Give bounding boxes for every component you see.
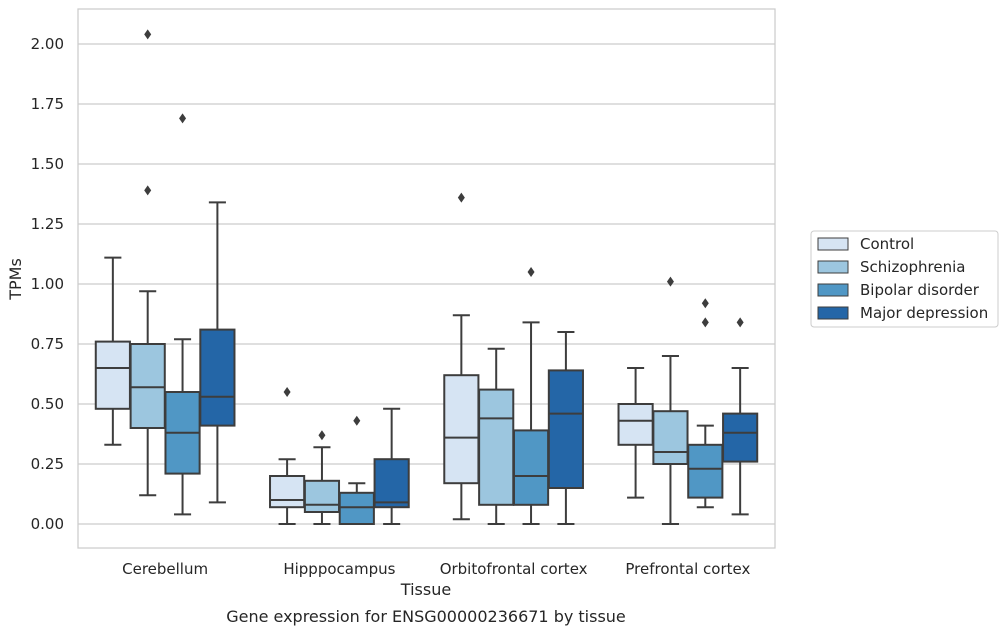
box-0-0: [94, 256, 131, 446]
box-1-3: [373, 407, 410, 525]
box-body: [652, 410, 689, 466]
outlier-point: [527, 267, 535, 277]
y-tick-label: 0.25: [31, 455, 64, 473]
box-1-0: [269, 387, 306, 525]
x-tick-label: Prefrontal cortex: [625, 560, 750, 578]
y-tick-label: 0.50: [31, 395, 64, 413]
box-0-3: [199, 201, 236, 504]
legend-label: Bipolar disorder: [860, 281, 980, 299]
legend-item: Control: [817, 235, 914, 253]
y-tick-label: 1.00: [31, 275, 64, 293]
outlier-point: [318, 430, 326, 441]
y-tick-label: 0.00: [31, 515, 64, 533]
legend-item: Bipolar disorder: [817, 281, 980, 299]
box-2-0: [443, 192, 480, 521]
x-tick-labels: Cerebellum Hipppocampus Orbitofrontal cort…: [122, 560, 750, 578]
chart-title: Gene expression for ENSG00000236671 by t…: [226, 607, 626, 626]
x-tick-label: Orbitofrontal cortex: [440, 560, 588, 578]
legend: Control Schizophrenia Bipolar disorder Majo…: [810, 230, 999, 328]
y-tick-label: 0.75: [31, 335, 64, 353]
box-3-1: [652, 276, 689, 525]
legend-item: Schizophrenia: [817, 258, 965, 276]
x-tick-label: Cerebellum: [122, 560, 208, 578]
plot-frame: [77, 8, 776, 549]
box-body: [129, 343, 166, 429]
box-0-2: [164, 113, 201, 516]
outlier-point: [736, 317, 744, 328]
box-2-1: [478, 347, 515, 525]
box-body: [512, 429, 550, 506]
outlier-point: [144, 185, 152, 196]
outlier-point: [666, 276, 674, 287]
legend-swatch: [817, 260, 849, 274]
box-1-1: [303, 430, 341, 525]
outlier-point: [283, 387, 291, 397]
legend-swatch: [817, 237, 849, 251]
box-2-3: [547, 331, 584, 525]
outlier-point: [179, 113, 187, 124]
y-tick-label: 1.25: [31, 215, 64, 233]
box-body: [722, 412, 759, 463]
box-body: [373, 458, 410, 509]
box-0-1: [129, 29, 166, 497]
box-groups: [94, 29, 759, 525]
outlier-point: [701, 298, 709, 309]
x-tick-label: Hipppocampus: [283, 560, 395, 578]
legend-swatch: [817, 306, 849, 320]
box-body: [687, 443, 724, 499]
y-tick-label: 2.00: [31, 35, 64, 53]
outlier-point: [353, 415, 361, 426]
box-body: [338, 491, 375, 525]
y-axis-label: TPMs: [6, 258, 25, 301]
legend-item: Major depression: [817, 304, 988, 322]
box-2-2: [512, 267, 550, 525]
outlier-point: [457, 192, 465, 203]
outlier-point: [701, 317, 709, 328]
box-body: [269, 475, 306, 509]
box-body: [443, 374, 480, 485]
box-3-0: [617, 367, 654, 499]
y-tick-label: 1.50: [31, 155, 64, 173]
box-body: [94, 340, 131, 410]
legend-label: Major depression: [860, 304, 988, 322]
legend-label: Control: [860, 235, 914, 253]
box-3-3: [722, 317, 759, 516]
box-body: [199, 328, 236, 427]
y-tick-labels: 0.00 0.25 0.50 0.75 1.00 1.25 1.50 1.75 2.00: [31, 35, 64, 533]
outlier-point: [144, 29, 152, 40]
box-body: [478, 388, 515, 506]
box-body: [617, 403, 654, 446]
legend-label: Schizophrenia: [860, 258, 965, 276]
legend-swatch: [817, 283, 849, 297]
legend-frame: [810, 230, 999, 328]
box-body: [547, 369, 584, 489]
box-body: [303, 479, 341, 513]
box-3-2: [687, 298, 724, 509]
x-axis-label: Tissue: [400, 580, 451, 599]
y-tick-label: 1.75: [31, 95, 64, 113]
box-1-2: [338, 415, 375, 525]
